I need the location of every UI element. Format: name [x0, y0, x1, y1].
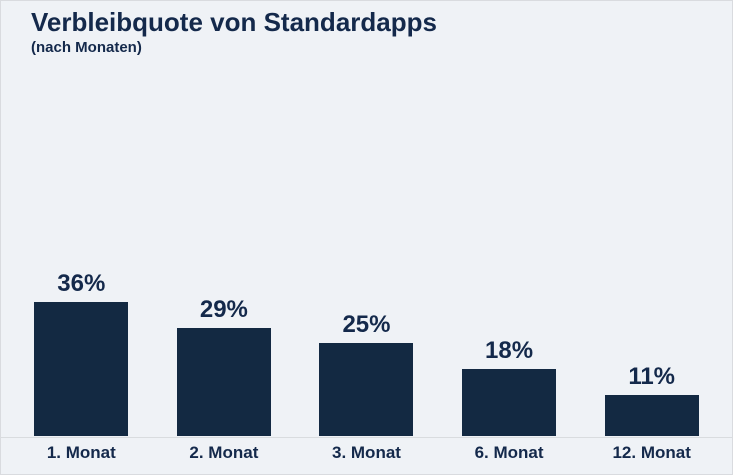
bar — [462, 369, 557, 436]
bar-value-label: 11% — [628, 363, 676, 390]
x-axis-label: 3. Monat — [332, 443, 401, 462]
bar-column: 29% 2. Monat — [153, 1, 296, 474]
bar — [34, 302, 129, 436]
chart-header: Verbleibquote von Standardapps (nach Mon… — [31, 7, 437, 57]
chart-title: Verbleibquote von Standardapps — [31, 7, 437, 37]
bar-value-label: 36% — [57, 270, 106, 297]
bar-value-label: 18% — [485, 337, 534, 364]
bar-column: 18% 6. Monat — [438, 1, 581, 474]
x-axis-label: 12. Monat — [612, 443, 691, 462]
x-axis-label: 2. Monat — [189, 443, 259, 462]
bar-column: 11% 12. Monat — [580, 1, 723, 474]
bar — [176, 328, 271, 436]
bar-column: 25% 3. Monat — [295, 1, 438, 474]
bar — [604, 395, 699, 436]
bar — [319, 343, 414, 436]
chart-subtitle: (nach Monaten) — [31, 39, 142, 57]
x-axis-line — [1, 437, 732, 438]
x-axis-label: 6. Monat — [474, 443, 544, 462]
bar-value-label: 25% — [342, 311, 391, 338]
bar-value-label: 29% — [199, 296, 248, 323]
bar-chart: 36% 1. Monat 29% 2. Monat 25% 3. Monat 18% 6. M… — [10, 1, 723, 474]
x-axis-label: 1. Monat — [46, 443, 116, 462]
bar-column: 36% 1. Monat — [10, 1, 153, 474]
